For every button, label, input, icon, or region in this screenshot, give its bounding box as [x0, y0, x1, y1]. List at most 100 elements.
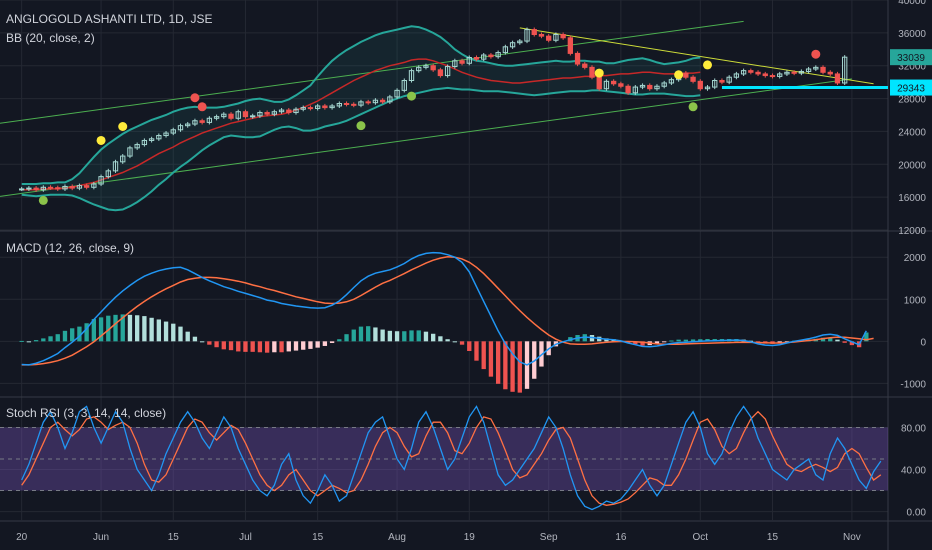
candle-body[interactable]: [221, 113, 227, 118]
signal-marker[interactable]: [594, 68, 604, 78]
candle-body[interactable]: [798, 70, 805, 74]
candle-body[interactable]: [235, 111, 241, 119]
candle-body[interactable]: [343, 103, 350, 105]
stoch-k-line[interactable]: [21, 405, 882, 511]
candle-body[interactable]: [639, 84, 646, 88]
candle-body[interactable]: [755, 71, 761, 75]
candle-body[interactable]: [401, 80, 407, 91]
candle-body[interactable]: [278, 109, 285, 113]
candle-body[interactable]: [408, 70, 415, 82]
candle-body[interactable]: [481, 54, 487, 60]
candle-body[interactable]: [842, 56, 848, 84]
candle-body[interactable]: [293, 108, 299, 114]
candle-body[interactable]: [820, 66, 826, 73]
candle-body[interactable]: [524, 29, 530, 42]
stoch-d-line[interactable]: [21, 410, 882, 506]
signal-marker[interactable]: [118, 122, 128, 131]
candle-body[interactable]: [105, 170, 111, 178]
signal-marker[interactable]: [811, 49, 821, 59]
candle-body[interactable]: [827, 71, 833, 75]
candle-body[interactable]: [134, 144, 140, 149]
candle-body[interactable]: [719, 80, 725, 83]
candle-body[interactable]: [40, 186, 46, 191]
candle-body[interactable]: [495, 52, 501, 58]
candle-body[interactable]: [805, 68, 812, 72]
stoch-rsi-indicator-label[interactable]: Stoch RSI (3, 3, 14, 14, close): [6, 406, 167, 420]
candle-body[interactable]: [314, 105, 321, 109]
candle-body[interactable]: [329, 105, 335, 109]
candle-body[interactable]: [748, 70, 754, 73]
candle-body[interactable]: [394, 89, 400, 98]
signal-marker[interactable]: [407, 91, 417, 101]
candle-body[interactable]: [733, 73, 740, 78]
candle-body[interactable]: [509, 42, 516, 48]
candle-body[interactable]: [47, 186, 54, 189]
candle-body[interactable]: [26, 187, 32, 190]
candle-body[interactable]: [358, 101, 364, 106]
candle-body[interactable]: [264, 112, 270, 115]
candle-body[interactable]: [589, 66, 595, 78]
signal-marker[interactable]: [197, 102, 207, 112]
candle-body[interactable]: [661, 82, 667, 87]
signal-marker[interactable]: [703, 60, 713, 70]
candle-body[interactable]: [517, 40, 523, 44]
candle-body[interactable]: [603, 80, 610, 90]
bb-upper-line[interactable]: [21, 25, 701, 185]
candle-body[interactable]: [596, 76, 602, 90]
candle-body[interactable]: [582, 63, 588, 68]
candle-body[interactable]: [834, 73, 841, 84]
candle-body[interactable]: [697, 80, 703, 90]
candle-body[interactable]: [351, 103, 357, 106]
price-pane[interactable]: [0, 20, 888, 212]
candle-body[interactable]: [553, 34, 559, 41]
candle-body[interactable]: [647, 84, 653, 90]
candle-body[interactable]: [625, 85, 631, 94]
candle-body[interactable]: [574, 52, 581, 65]
candle-body[interactable]: [271, 111, 278, 115]
signal-marker[interactable]: [190, 93, 200, 103]
candle-body[interactable]: [213, 116, 220, 119]
candle-body[interactable]: [250, 115, 256, 118]
macd-signal-line[interactable]: [21, 256, 874, 366]
candle-body[interactable]: [336, 103, 342, 107]
candle-body[interactable]: [192, 120, 198, 125]
candle-body[interactable]: [704, 86, 711, 90]
candle-body[interactable]: [466, 57, 472, 64]
candle-body[interactable]: [170, 129, 176, 134]
candle-body[interactable]: [199, 120, 205, 123]
signal-marker[interactable]: [674, 70, 684, 80]
candle-body[interactable]: [185, 123, 191, 127]
candle-body[interactable]: [257, 112, 263, 117]
candle-body[interactable]: [69, 185, 75, 189]
candle-body[interactable]: [791, 71, 797, 74]
candle-body[interactable]: [148, 138, 155, 141]
bb-basis-line[interactable]: [21, 58, 701, 191]
signal-marker[interactable]: [688, 102, 698, 112]
candle-body[interactable]: [437, 69, 444, 77]
candle-body[interactable]: [423, 65, 429, 68]
candle-body[interactable]: [307, 107, 314, 110]
signal-marker[interactable]: [96, 135, 106, 145]
candle-body[interactable]: [813, 66, 819, 70]
stoch-rsi-pane[interactable]: [0, 405, 888, 511]
candle-body[interactable]: [387, 96, 393, 103]
candle-body[interactable]: [683, 72, 689, 78]
signal-marker[interactable]: [38, 195, 48, 205]
candle-body[interactable]: [33, 187, 39, 191]
candle-body[interactable]: [473, 57, 480, 60]
macd-indicator-label[interactable]: MACD (12, 26, close, 9): [6, 241, 135, 255]
candle-body[interactable]: [55, 187, 61, 190]
candle-body[interactable]: [502, 46, 509, 54]
candle-body[interactable]: [286, 109, 292, 114]
candle-body[interactable]: [430, 65, 436, 71]
candle-body[interactable]: [668, 79, 675, 84]
candle-body[interactable]: [690, 76, 696, 82]
macd-line[interactable]: [21, 251, 867, 366]
candle-body[interactable]: [538, 34, 545, 37]
signal-marker[interactable]: [356, 121, 366, 131]
candle-body[interactable]: [372, 99, 379, 104]
candle-body[interactable]: [120, 155, 126, 163]
candle-body[interactable]: [141, 139, 148, 146]
candle-body[interactable]: [726, 76, 732, 83]
